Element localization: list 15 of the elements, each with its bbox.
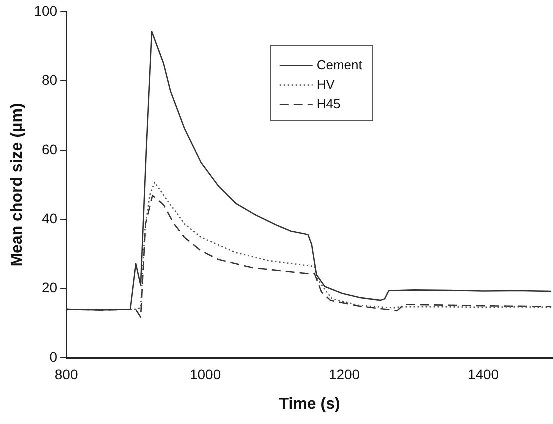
x-tick-label: 1400	[468, 366, 500, 382]
y-tick-label: 0	[50, 348, 58, 365]
y-tick-label: 40	[42, 210, 58, 226]
legend-label: HV	[316, 76, 336, 92]
y-tick-label: 100	[34, 2, 58, 19]
x-tick-label: 1200	[328, 366, 360, 382]
x-axis-title: Time (s)	[279, 396, 340, 413]
y-axis-title: Mean chord size (μm)	[9, 103, 26, 267]
y-tick-label: 20	[42, 280, 58, 296]
legend-label: Cement	[316, 57, 363, 72]
y-tick-label: 80	[42, 72, 58, 88]
x-tick-label: 1000	[190, 366, 222, 382]
x-tick-label: 800	[54, 366, 78, 382]
y-tick-label: 60	[42, 141, 58, 158]
legend-label: H45	[316, 96, 341, 112]
